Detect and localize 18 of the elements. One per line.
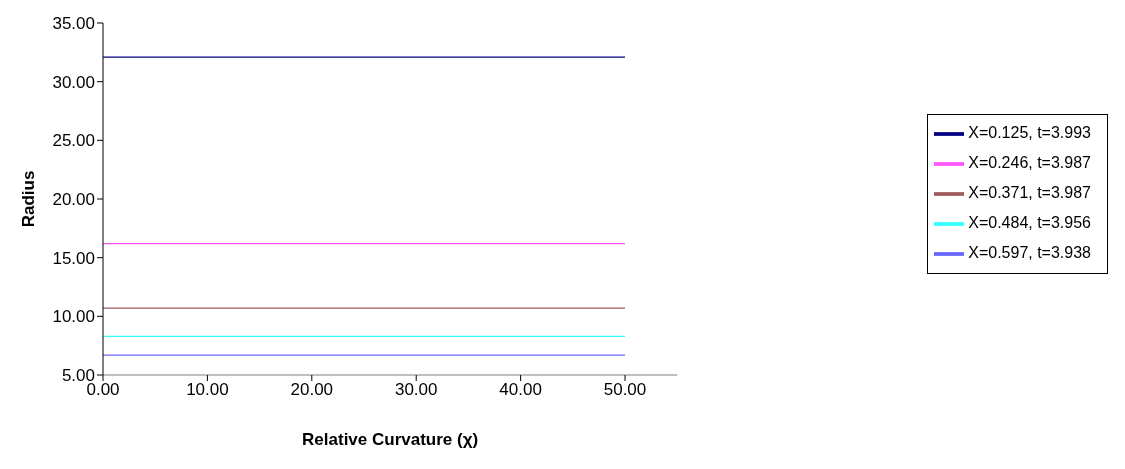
- legend-label: X=0.597, t=3.938: [968, 244, 1091, 262]
- y-tick-label: 30.00: [52, 72, 95, 92]
- legend-label: X=0.371, t=3.987: [968, 184, 1091, 202]
- y-tick-label: 25.00: [52, 131, 95, 151]
- x-tick-label: 50.00: [603, 380, 647, 400]
- x-axis-title: Relative Curvature (χ): [302, 430, 479, 450]
- x-tick-label: 10.00: [186, 380, 229, 400]
- legend-label: X=0.484, t=3.956: [968, 214, 1091, 232]
- x-tick-label: 40.00: [499, 380, 542, 400]
- y-tick-label: 35.00: [52, 14, 95, 34]
- y-axis-title: Radius: [19, 170, 39, 228]
- y-tick-label: 15.00: [52, 248, 95, 268]
- x-tick-label: 20.00: [290, 380, 334, 400]
- x-tick-label: 30.00: [394, 380, 438, 400]
- y-tick-label: 10.00: [52, 307, 95, 327]
- legend-label: X=0.125, t=3.993: [968, 124, 1091, 142]
- legend-label: X=0.246, t=3.987: [968, 154, 1091, 172]
- y-tick-label: 20.00: [52, 190, 95, 210]
